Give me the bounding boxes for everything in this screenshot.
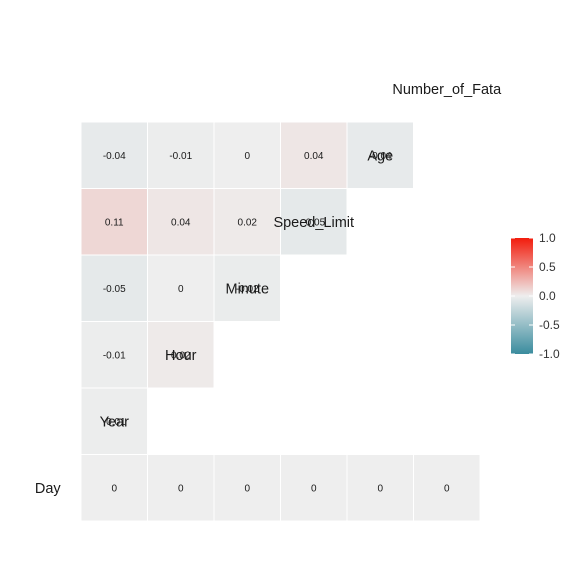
cell-value-label: -0.05 <box>103 284 126 295</box>
heatmap-cell <box>80 387 148 455</box>
cell-value-label: 0.04 <box>171 217 191 228</box>
heatmap-cell <box>80 321 148 389</box>
legend-tick-label: -1.0 <box>539 347 560 361</box>
cell-value-label: -0.01 <box>169 151 192 162</box>
heatmap-cell <box>80 121 148 189</box>
heatmap-cell <box>213 454 281 522</box>
legend-tick-label: 1.0 <box>539 231 556 245</box>
heatmap-cell <box>280 121 348 189</box>
cell-value-label: 0 <box>444 483 450 494</box>
variable-labels: Day Year Hour Minute Speed_Limit Age Number_of… <box>35 82 502 497</box>
legend-tick-label: -0.5 <box>539 318 560 332</box>
cell-value-label: -0.04 <box>369 151 392 162</box>
cell-value-label: 0.02 <box>238 217 258 228</box>
cell-value-label: 0 <box>311 483 317 494</box>
legend-tick-label: 0.0 <box>539 289 556 303</box>
cell-value-label: -0.01 <box>103 417 126 428</box>
variable-label: Age <box>367 148 393 164</box>
cell-value-label: 0.11 <box>105 217 124 228</box>
variable-label: Number_of_Fata <box>392 82 502 98</box>
heatmap-cell <box>413 454 481 522</box>
cell-value-label: -0.01 <box>103 350 126 361</box>
heatmap-cell <box>213 188 281 256</box>
heatmap-cell <box>280 454 348 522</box>
heatmap-cell <box>147 321 215 389</box>
cell-value-label: 0.02 <box>171 350 191 361</box>
variable-label: Minute <box>225 281 269 297</box>
cell-value-label: -0.04 <box>103 151 126 162</box>
heatmap-cell <box>213 121 281 189</box>
heatmap-cell <box>213 254 281 322</box>
cell-value-label: 0 <box>111 483 117 494</box>
heatmap-cell <box>80 188 148 256</box>
cell-value-label: -0.05 <box>302 217 325 228</box>
cell-value-label: 0 <box>178 483 184 494</box>
cell-value-label: 0 <box>244 151 250 162</box>
variable-label: Speed_Limit <box>273 215 354 231</box>
color-legend: -1.0 -0.5 0.0 0.5 1.0 <box>511 231 560 361</box>
cell-value-label: 0 <box>377 483 383 494</box>
cell-value-label: 0.04 <box>304 151 324 162</box>
cell-value-label: 0 <box>178 284 184 295</box>
variable-label: Year <box>100 414 129 430</box>
heatmap-cell <box>280 188 348 256</box>
heatmap-cell <box>147 188 215 256</box>
cell-value-label: 0 <box>244 483 250 494</box>
variable-label: Hour <box>165 348 197 364</box>
legend-tick-label: 0.5 <box>539 260 556 274</box>
heatmap-cells: -0.01 -0.01 -0.05 0.11 -0.04 0.02 0 0.04 -0.01 -0… <box>80 121 481 522</box>
legend-colorbar <box>511 238 533 354</box>
variable-label: Day <box>35 481 62 497</box>
heatmap-cell <box>346 121 414 189</box>
cell-value-label: -0.02 <box>236 284 259 295</box>
